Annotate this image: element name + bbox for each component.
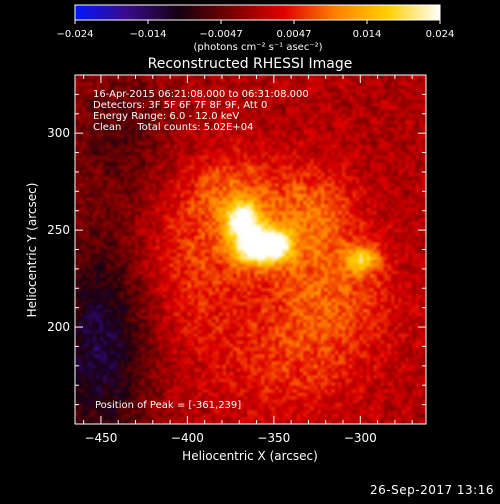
colorbar-tick-label: 0.024 [426,29,455,40]
x-tick-label: −450 [84,431,117,445]
info-annotations: 16-Apr-2015 06:21:08.000 to 06:31:08.000… [93,89,309,411]
annotation-detectors: Detectors: 3F 5F 6F 7F 8F 9F, Att 0 [93,100,267,111]
colorbar-tick-label: 0.0047 [277,29,312,40]
x-tick-label: −400 [171,431,204,445]
x-axis-label: Heliocentric X (arcsec) [182,449,318,463]
colorbar-tick-label: 0.014 [353,29,382,40]
annotation-time-range: 16-Apr-2015 06:21:08.000 to 06:31:08.000 [93,89,309,100]
x-tick-label: −300 [344,431,377,445]
y-tick-label: 250 [47,223,70,237]
x-tick-label: −350 [257,431,290,445]
y-tick-label: 200 [47,320,70,334]
plot-area: −450 −400 −350 −300 200 250 300 [47,74,427,445]
colorbar-ticks: −0.024 −0.014 −0.0047 0.0047 0.014 0.024 [56,20,454,40]
axis-ticks: −450 −400 −350 −300 200 250 300 [47,75,426,445]
date-stamp: 26-Sep-2017 13:16 [370,483,494,497]
annotation-clean-counts: Clean Total counts: 5.02E+04 [93,122,253,133]
y-axis-label: Heliocentric Y (arcsec) [25,183,39,318]
colorbar-gradient [74,4,441,21]
heatmap-image [75,75,426,424]
colorbar-tick-label: −0.014 [129,29,166,40]
colorbar: −0.024 −0.014 −0.0047 0.0047 0.014 0.024 (pho… [56,4,454,53]
annotation-peak-position: Position of Peak = [-361,239] [95,400,241,411]
colorbar-tick-label: −0.024 [56,29,93,40]
colorbar-unit: (photons cm⁻² s⁻¹ asec⁻²) [193,42,322,53]
chart-title: Reconstructed RHESSI Image [148,56,353,72]
colorbar-tick-label: −0.0047 [199,29,242,40]
annotation-energy-range: Energy Range: 6.0 - 12.0 keV [93,111,239,122]
y-tick-label: 300 [47,126,70,140]
